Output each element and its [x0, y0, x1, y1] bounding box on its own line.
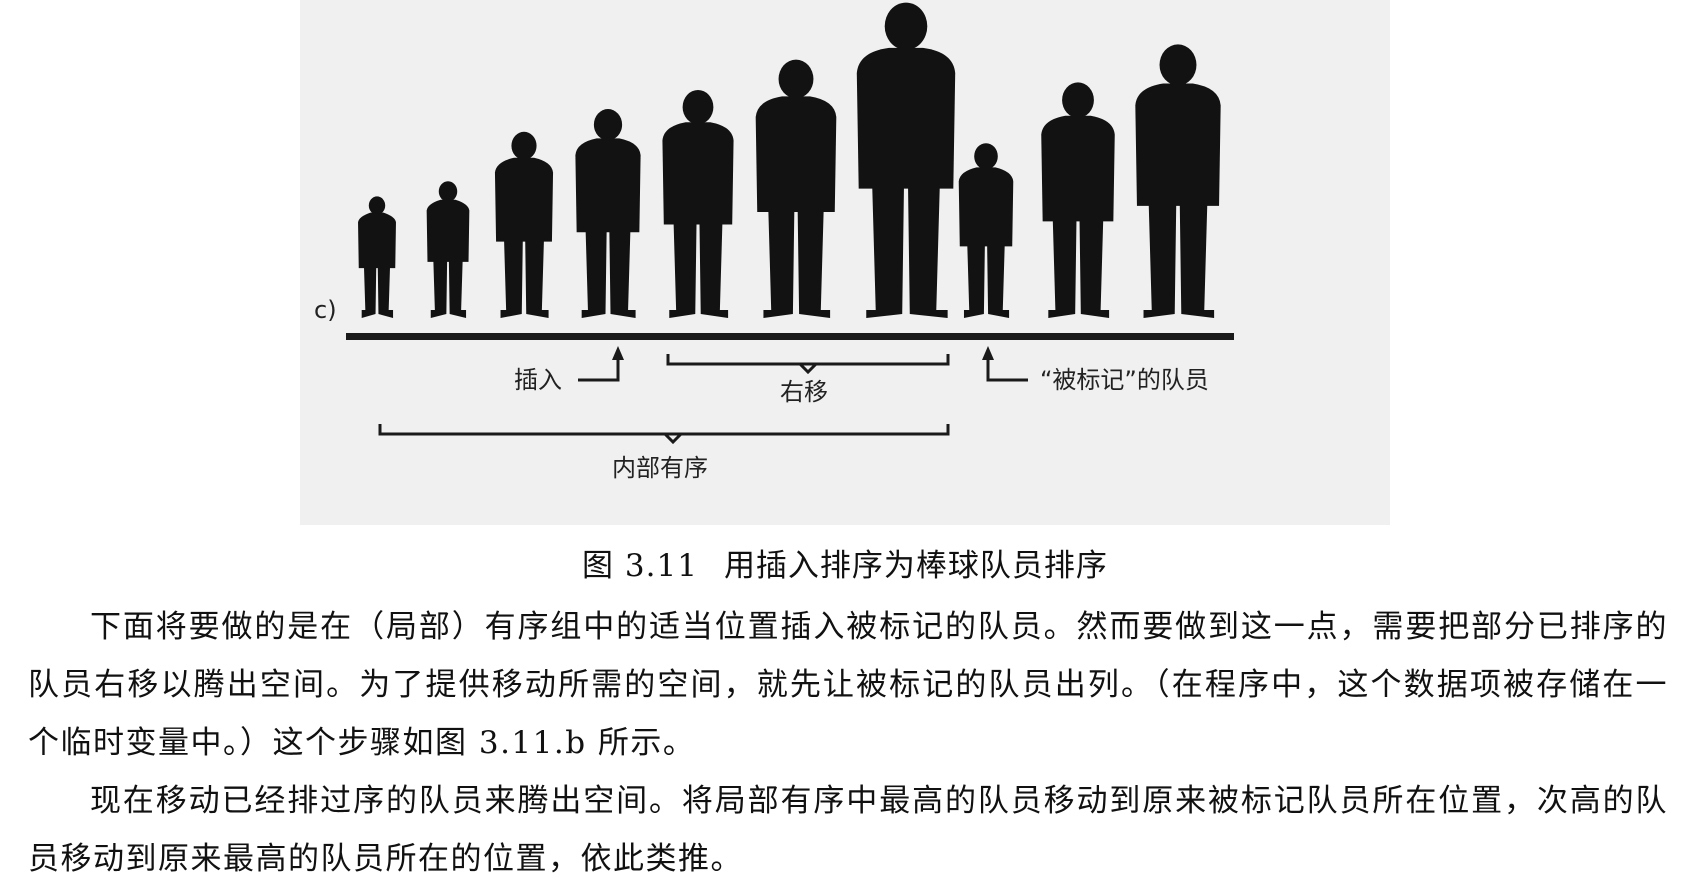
- partially-sorted-brace: [378, 424, 950, 436]
- player-silhouette: [856, 2, 956, 318]
- player-silhouette: [358, 196, 396, 318]
- partially-sorted-label: 内部有序: [612, 454, 708, 482]
- paragraph-2: 现在移动已经排过序的队员来腾出空间。将局部有序中最高的队员移动到原来被标记队员所…: [28, 783, 1668, 877]
- marked-arrowhead: [982, 346, 994, 360]
- panel-label: c): [314, 296, 337, 324]
- caption-number: 图 3.11: [582, 548, 698, 584]
- shift-right-label: 右移: [780, 378, 828, 406]
- player-silhouette: [958, 143, 1014, 318]
- marked-arrow: [986, 358, 1028, 382]
- player-silhouette: [1041, 82, 1115, 318]
- players-group: [358, 2, 1221, 318]
- player-silhouette: [1135, 44, 1221, 318]
- insert-arrowhead: [612, 346, 624, 360]
- player-silhouette: [494, 131, 554, 318]
- insert-arrow: [578, 358, 620, 382]
- shift-right-brace-tip: [798, 362, 818, 375]
- player-silhouette: [575, 109, 641, 318]
- standing-line: [346, 333, 1234, 340]
- player-silhouette: [755, 59, 837, 318]
- partially-sorted-brace-tip: [663, 432, 683, 445]
- body-text: 下面将要做的是在（局部）有序组中的适当位置插入被标记的队员。然而要做到这一点，需…: [28, 598, 1668, 888]
- shift-right-brace: [666, 354, 950, 366]
- figure-3-11: c) 插入 右移 “被标记”的队员 内部有序: [300, 0, 1390, 525]
- player-silhouette: [426, 181, 470, 318]
- insert-label: 插入: [514, 366, 562, 394]
- caption-title: 用插入排序为棒球队员排序: [723, 548, 1108, 584]
- marked-player-label: “被标记”的队员: [1040, 366, 1209, 394]
- paragraph-1: 下面将要做的是在（局部）有序组中的适当位置插入被标记的队员。然而要做到这一点，需…: [28, 609, 1668, 761]
- player-silhouette: [662, 90, 734, 318]
- figure-caption: 图 3.11 用插入排序为棒球队员排序: [0, 540, 1690, 585]
- baseball-players-illustration: c) 插入 右移 “被标记”的队员 内部有序: [314, 2, 1234, 482]
